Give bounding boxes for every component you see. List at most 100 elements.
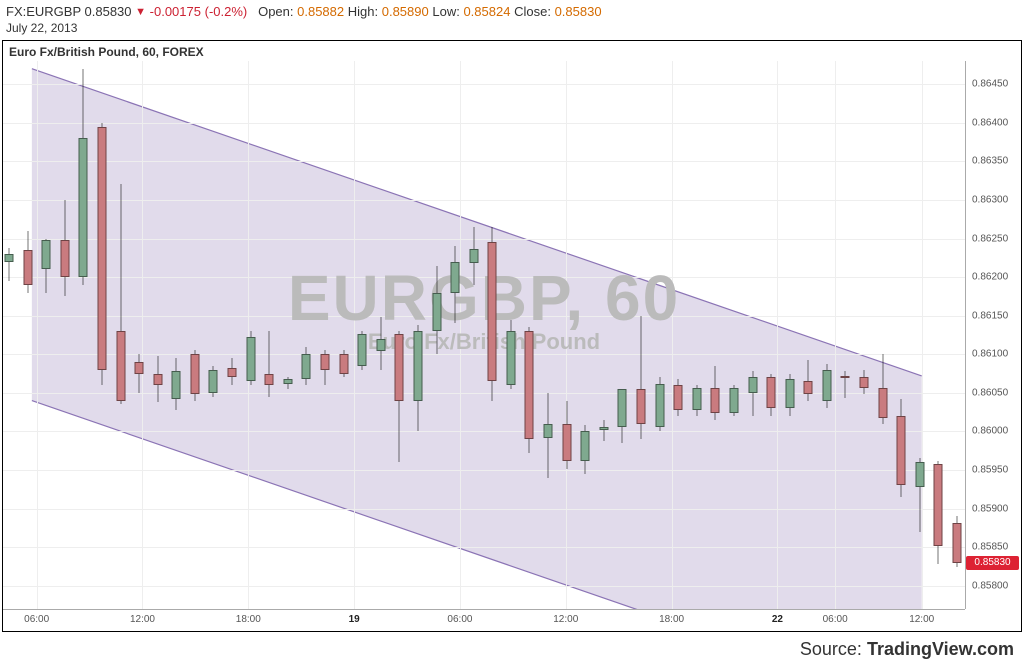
- candle[interactable]: [302, 61, 311, 609]
- candle[interactable]: [97, 61, 106, 609]
- candle[interactable]: [23, 61, 32, 609]
- candle[interactable]: [841, 61, 850, 609]
- candle[interactable]: [544, 61, 553, 609]
- gridline-h: [3, 393, 965, 394]
- candle[interactable]: [692, 61, 701, 609]
- low-value: 0.85824: [463, 4, 510, 19]
- high-value: 0.85890: [382, 4, 429, 19]
- candle[interactable]: [618, 61, 627, 609]
- gridline-h: [3, 547, 965, 548]
- gridline-h: [3, 431, 965, 432]
- close-value: 0.85830: [555, 4, 602, 19]
- candle[interactable]: [934, 61, 943, 609]
- y-tick-label: 0.86150: [972, 310, 1008, 321]
- candle[interactable]: [506, 61, 515, 609]
- x-tick-label: 19: [349, 614, 360, 625]
- candle[interactable]: [599, 61, 608, 609]
- y-tick-label: 0.85950: [972, 465, 1008, 476]
- x-tick-label: 18:00: [659, 614, 684, 625]
- candle[interactable]: [674, 61, 683, 609]
- candle[interactable]: [135, 61, 144, 609]
- gridline-v: [777, 61, 778, 609]
- y-tick-label: 0.86400: [972, 117, 1008, 128]
- candle[interactable]: [729, 61, 738, 609]
- y-tick-label: 0.86100: [972, 349, 1008, 360]
- delta-abs: -0.00175: [150, 4, 201, 19]
- y-tick-label: 0.86250: [972, 233, 1008, 244]
- candle[interactable]: [376, 61, 385, 609]
- candle[interactable]: [209, 61, 218, 609]
- candle[interactable]: [228, 61, 237, 609]
- candle[interactable]: [655, 61, 664, 609]
- last-price: 0.85830: [85, 4, 132, 19]
- gridline-h: [3, 200, 965, 201]
- candle[interactable]: [451, 61, 460, 609]
- candle[interactable]: [5, 61, 14, 609]
- candle[interactable]: [711, 61, 720, 609]
- candle[interactable]: [637, 61, 646, 609]
- candle[interactable]: [116, 61, 125, 609]
- candle[interactable]: [785, 61, 794, 609]
- candle[interactable]: [153, 61, 162, 609]
- low-label: Low:: [432, 4, 459, 19]
- candle[interactable]: [172, 61, 181, 609]
- y-axis: 0.858000.858500.859000.859500.860000.860…: [965, 61, 1021, 609]
- candle[interactable]: [953, 61, 962, 609]
- candle[interactable]: [42, 61, 51, 609]
- candle[interactable]: [915, 61, 924, 609]
- candle[interactable]: [79, 61, 88, 609]
- gridline-h: [3, 509, 965, 510]
- candle[interactable]: [525, 61, 534, 609]
- gridline-v: [460, 61, 461, 609]
- candle[interactable]: [488, 61, 497, 609]
- symbol: FX:EURGBP: [6, 4, 81, 19]
- delta-pct: (-0.2%): [205, 4, 248, 19]
- date-line: July 22, 2013: [0, 21, 1024, 39]
- gridline-v: [354, 61, 355, 609]
- gridline-h: [3, 316, 965, 317]
- candle[interactable]: [265, 61, 274, 609]
- candle[interactable]: [413, 61, 422, 609]
- high-label: High:: [348, 4, 378, 19]
- y-tick-label: 0.86000: [972, 426, 1008, 437]
- open-value: 0.85882: [297, 4, 344, 19]
- candle[interactable]: [860, 61, 869, 609]
- source-label: Source:: [800, 639, 862, 659]
- candle[interactable]: [246, 61, 255, 609]
- gridline-h: [3, 586, 965, 587]
- candle[interactable]: [562, 61, 571, 609]
- x-tick-label: 12:00: [909, 614, 934, 625]
- x-tick-label: 06:00: [24, 614, 49, 625]
- candle[interactable]: [432, 61, 441, 609]
- y-tick-label: 0.85800: [972, 580, 1008, 591]
- source-name: TradingView.com: [867, 639, 1014, 659]
- candle[interactable]: [283, 61, 292, 609]
- candle[interactable]: [748, 61, 757, 609]
- open-label: Open:: [258, 4, 293, 19]
- x-tick-label: 06:00: [823, 614, 848, 625]
- gridline-h: [3, 123, 965, 124]
- candle[interactable]: [581, 61, 590, 609]
- source-attribution: Source: TradingView.com: [800, 639, 1014, 660]
- candle[interactable]: [804, 61, 813, 609]
- candle[interactable]: [822, 61, 831, 609]
- trend-down-icon: ▼: [135, 6, 146, 18]
- x-tick-label: 12:00: [553, 614, 578, 625]
- candle[interactable]: [897, 61, 906, 609]
- y-tick-label: 0.86350: [972, 156, 1008, 167]
- candle[interactable]: [190, 61, 199, 609]
- candle[interactable]: [395, 61, 404, 609]
- candle[interactable]: [878, 61, 887, 609]
- chart-title: Euro Fx/British Pound, 60, FOREX: [9, 45, 204, 59]
- gridline-v: [672, 61, 673, 609]
- plot-area[interactable]: EURGBP, 60 Euro Fx/British Pound: [3, 61, 965, 609]
- y-tick-label: 0.86450: [972, 79, 1008, 90]
- candle[interactable]: [321, 61, 330, 609]
- candle[interactable]: [767, 61, 776, 609]
- candle[interactable]: [60, 61, 69, 609]
- candle[interactable]: [339, 61, 348, 609]
- chart-panel[interactable]: Euro Fx/British Pound, 60, FOREX EURGBP,…: [2, 40, 1022, 632]
- y-tick-label: 0.86300: [972, 194, 1008, 205]
- candle[interactable]: [358, 61, 367, 609]
- candle[interactable]: [469, 61, 478, 609]
